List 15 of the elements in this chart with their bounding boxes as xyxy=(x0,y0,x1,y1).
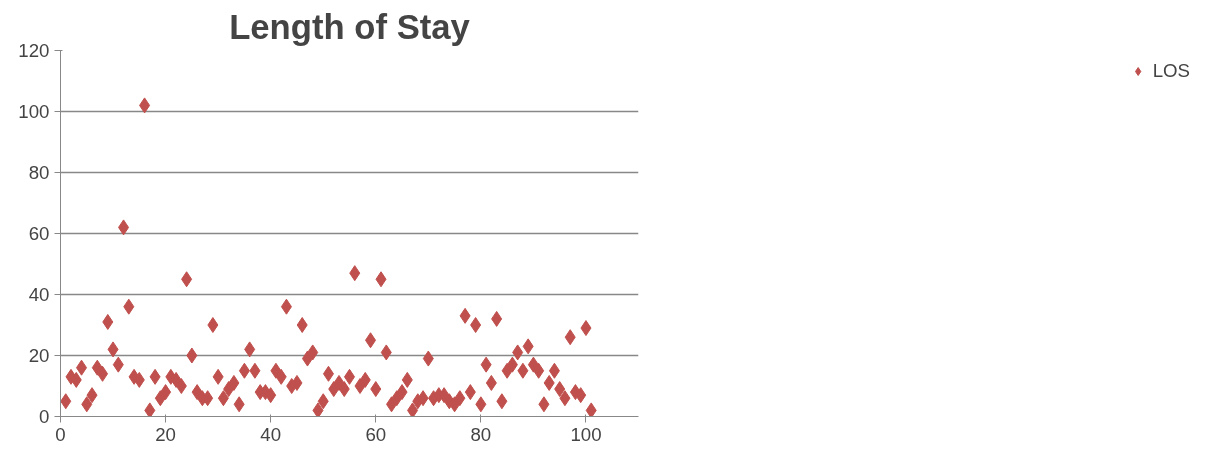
legend-label: LOS xyxy=(1152,60,1190,82)
x-tick-label: 0 xyxy=(55,423,66,445)
y-tick-label: 60 xyxy=(28,223,50,244)
x-tick-label: 40 xyxy=(260,423,282,445)
x-tick-label: 60 xyxy=(365,423,387,445)
chart-title: Length of Stay xyxy=(229,7,471,46)
y-tick-label: 80 xyxy=(28,162,50,183)
y-tick-label: 20 xyxy=(28,345,50,366)
y-tick-label: 40 xyxy=(28,284,50,305)
y-tick-label: 120 xyxy=(18,40,50,61)
x-tick-label: 20 xyxy=(155,423,176,445)
y-tick-label: 100 xyxy=(18,101,50,122)
x-tick-label: 100 xyxy=(570,423,602,445)
y-tick-label: 0 xyxy=(39,406,50,427)
x-tick-label: 80 xyxy=(470,423,492,445)
